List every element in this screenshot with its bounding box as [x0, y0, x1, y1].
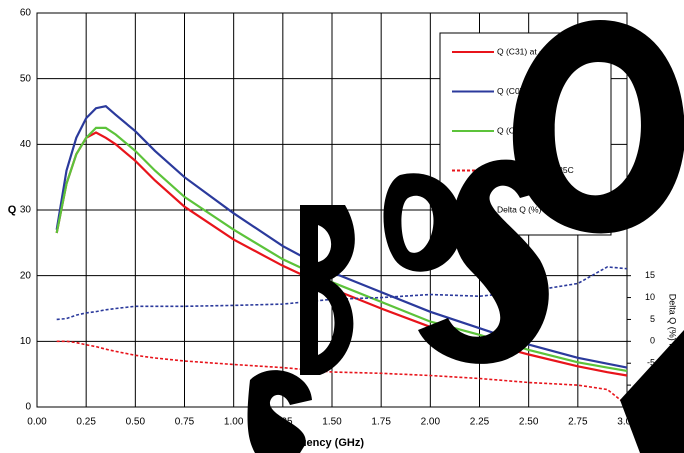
watermark-e	[620, 330, 684, 453]
watermark-b	[300, 205, 355, 375]
y2-tick-label: -5	[647, 358, 655, 368]
x-tick-label: 2.00	[421, 417, 441, 428]
y2-tick-label: 0	[650, 336, 655, 346]
y2-tick-label: 10	[645, 292, 655, 302]
y2-tick-label: 15	[645, 270, 655, 280]
y-tick-label: 50	[20, 73, 32, 84]
legend-label: Q (C31) at +85C	[497, 46, 560, 56]
x-tick-label: 0.00	[27, 417, 47, 428]
x-tick-label: 3.00	[617, 417, 637, 428]
x-tick-label: 1.00	[224, 417, 244, 428]
x-tick-label: 2.75	[568, 417, 588, 428]
y-tick-label: 20	[20, 270, 32, 281]
y-axis-title: Q	[8, 204, 17, 216]
y2-tick-label: 5	[650, 314, 655, 324]
y-tick-label: 30	[20, 205, 32, 216]
x-tick-label: 2.50	[519, 417, 539, 428]
y-tick-label: 10	[20, 336, 32, 347]
y2-axis-title: Delta Q (%) Ref to 25C	[668, 294, 678, 387]
legend-label: Delta Q (%) at -40C	[497, 204, 572, 214]
series-line	[56, 340, 628, 406]
watermark-o2	[383, 173, 462, 272]
y-tick-label: 0	[25, 402, 31, 413]
y-tick-label: 40	[20, 139, 32, 150]
watermark-s2	[247, 370, 312, 453]
watermark-o	[512, 20, 684, 234]
y-tick-label: 60	[20, 8, 32, 19]
x-tick-label: 1.50	[322, 417, 342, 428]
x-tick-label: 0.50	[126, 417, 146, 428]
watermark-s	[418, 159, 549, 364]
x-tick-label: 0.25	[76, 417, 96, 428]
x-tick-label: 2.25	[470, 417, 490, 428]
x-tick-label: 1.75	[371, 417, 391, 428]
watermark	[247, 20, 684, 453]
x-tick-label: 0.75	[175, 417, 195, 428]
